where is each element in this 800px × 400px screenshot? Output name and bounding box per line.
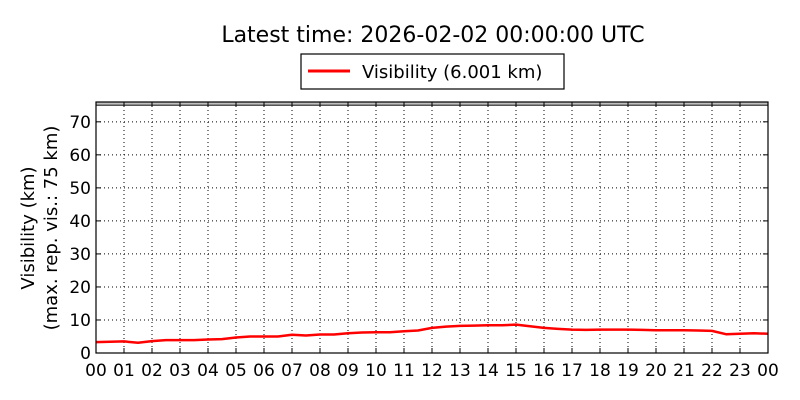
x-tick-label: 02 <box>141 361 163 381</box>
x-tick-label: 15 <box>505 361 527 381</box>
x-tick-label: 09 <box>337 361 359 381</box>
x-tick-label: 05 <box>225 361 247 381</box>
y-axis-ticks: 0 10 20 30 40 50 60 70 <box>69 113 768 364</box>
x-tick-label: 18 <box>589 361 611 381</box>
x-tick-label: 14 <box>477 361 499 381</box>
x-tick-label: 10 <box>365 361 387 381</box>
x-tick-label: 17 <box>561 361 583 381</box>
chart-title: Latest time: 2026-02-02 00:00:00 UTC <box>221 23 644 48</box>
x-tick-label: 22 <box>701 361 723 381</box>
x-tick-label: 19 <box>617 361 639 381</box>
y-tick-label: 0 <box>80 344 91 364</box>
legend-series-label: Visibility (6.001 km) <box>362 62 542 83</box>
x-tick-label: 06 <box>253 361 275 381</box>
y-tick-label: 20 <box>69 278 91 298</box>
y-tick-label: 50 <box>69 179 91 199</box>
series-layer <box>95 323 769 345</box>
x-tick-label: 00 <box>85 361 107 381</box>
x-tick-label: 11 <box>393 361 415 381</box>
x-tick-label: 21 <box>673 361 695 381</box>
plot-frame <box>95 101 769 354</box>
x-tick-label: 04 <box>197 361 219 381</box>
y-tick-label: 60 <box>69 146 91 166</box>
y-tick-label: 10 <box>69 311 91 331</box>
grid-lines <box>96 102 768 353</box>
y-axis-label-line2: (max. rep. vis.: 75 km) <box>41 126 62 331</box>
x-tick-label: 03 <box>169 361 191 381</box>
x-tick-label: 23 <box>729 361 751 381</box>
series-line-0 <box>95 323 769 345</box>
x-axis-ticks: 00 01 02 03 04 05 06 07 08 09 10 11 12 13 14 15 16 17 18 19… <box>85 102 779 381</box>
y-axis-label-line1: Visibility (km) <box>18 166 39 289</box>
x-tick-label: 12 <box>421 361 443 381</box>
y-tick-label: 30 <box>69 245 91 265</box>
x-tick-label: 07 <box>281 361 303 381</box>
x-tick-label: 16 <box>533 361 555 381</box>
y-tick-label: 40 <box>69 212 91 232</box>
x-tick-label: 00 <box>757 361 779 381</box>
x-tick-label: 13 <box>449 361 471 381</box>
chart-legend: Visibility (6.001 km) <box>300 53 565 90</box>
x-tick-label: 20 <box>645 361 667 381</box>
x-tick-label: 08 <box>309 361 331 381</box>
x-tick-label: 01 <box>113 361 135 381</box>
y-tick-label: 70 <box>69 113 91 133</box>
